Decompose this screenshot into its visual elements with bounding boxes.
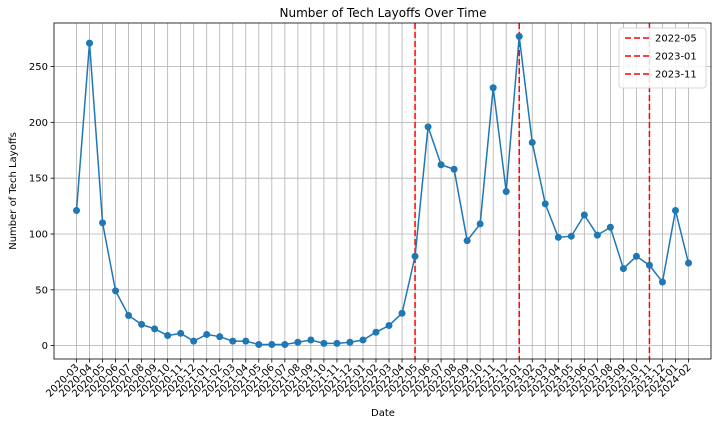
data-point xyxy=(268,340,276,348)
data-point xyxy=(86,39,94,47)
legend-label: 2023-11 xyxy=(655,70,697,81)
data-point xyxy=(346,338,354,346)
data-point xyxy=(437,161,445,169)
data-point xyxy=(216,333,224,341)
series xyxy=(73,32,692,348)
data-point xyxy=(463,237,471,245)
data-point xyxy=(398,309,406,317)
data-point xyxy=(424,123,432,131)
y-tick-label: 150 xyxy=(29,174,48,185)
data-point xyxy=(151,325,159,333)
data-point xyxy=(307,336,315,344)
data-point xyxy=(593,231,601,239)
grid xyxy=(54,23,711,359)
data-point xyxy=(177,329,185,337)
data-point xyxy=(385,322,393,330)
data-point xyxy=(476,220,484,228)
data-point xyxy=(190,337,198,345)
legend: 2022-05 2023-01 2023-11 xyxy=(618,27,707,89)
data-point xyxy=(73,207,80,215)
data-point xyxy=(450,165,458,173)
data-point xyxy=(255,340,263,348)
legend-label: 2022-05 xyxy=(655,34,697,45)
data-point xyxy=(541,200,549,208)
data-point xyxy=(554,233,562,241)
data-point xyxy=(320,339,328,347)
data-point xyxy=(112,287,120,295)
data-point xyxy=(281,340,289,348)
data-point xyxy=(502,188,510,196)
data-point xyxy=(658,278,666,286)
legend-frame xyxy=(618,27,707,89)
y-tick-label: 0 xyxy=(42,341,48,352)
data-point xyxy=(685,259,692,267)
data-point xyxy=(528,138,536,146)
legend-label: 2023-01 xyxy=(655,52,697,63)
data-point xyxy=(645,261,653,269)
data-point xyxy=(489,84,497,92)
data-point xyxy=(372,328,380,336)
y-tick-label: 50 xyxy=(35,285,48,296)
y-tick-label: 100 xyxy=(29,229,48,240)
data-point xyxy=(671,207,679,215)
data-point xyxy=(125,311,133,319)
y-tick-label: 250 xyxy=(29,62,48,73)
data-point xyxy=(606,223,614,231)
data-point xyxy=(294,338,302,346)
y-axis-label: Number of Tech Layoffs xyxy=(8,132,19,250)
data-point xyxy=(242,337,250,345)
data-point xyxy=(203,330,211,338)
data-point xyxy=(567,232,575,240)
data-point xyxy=(99,219,107,227)
data-point xyxy=(229,337,237,345)
plot-frame xyxy=(53,22,712,360)
y-tick-label: 200 xyxy=(29,118,48,129)
y-axis-ticks: 0 50 100 150 200 250 xyxy=(29,62,54,352)
x-axis-label: Date xyxy=(371,408,395,419)
data-point xyxy=(138,320,146,328)
data-point xyxy=(515,32,523,40)
data-point xyxy=(632,252,640,260)
data-point xyxy=(333,339,341,347)
data-point xyxy=(359,336,367,344)
data-point xyxy=(580,211,588,219)
data-point xyxy=(619,265,627,273)
chart-title: Number of Tech Layoffs Over Time xyxy=(280,6,487,20)
data-point xyxy=(164,332,172,340)
data-point xyxy=(411,252,419,260)
